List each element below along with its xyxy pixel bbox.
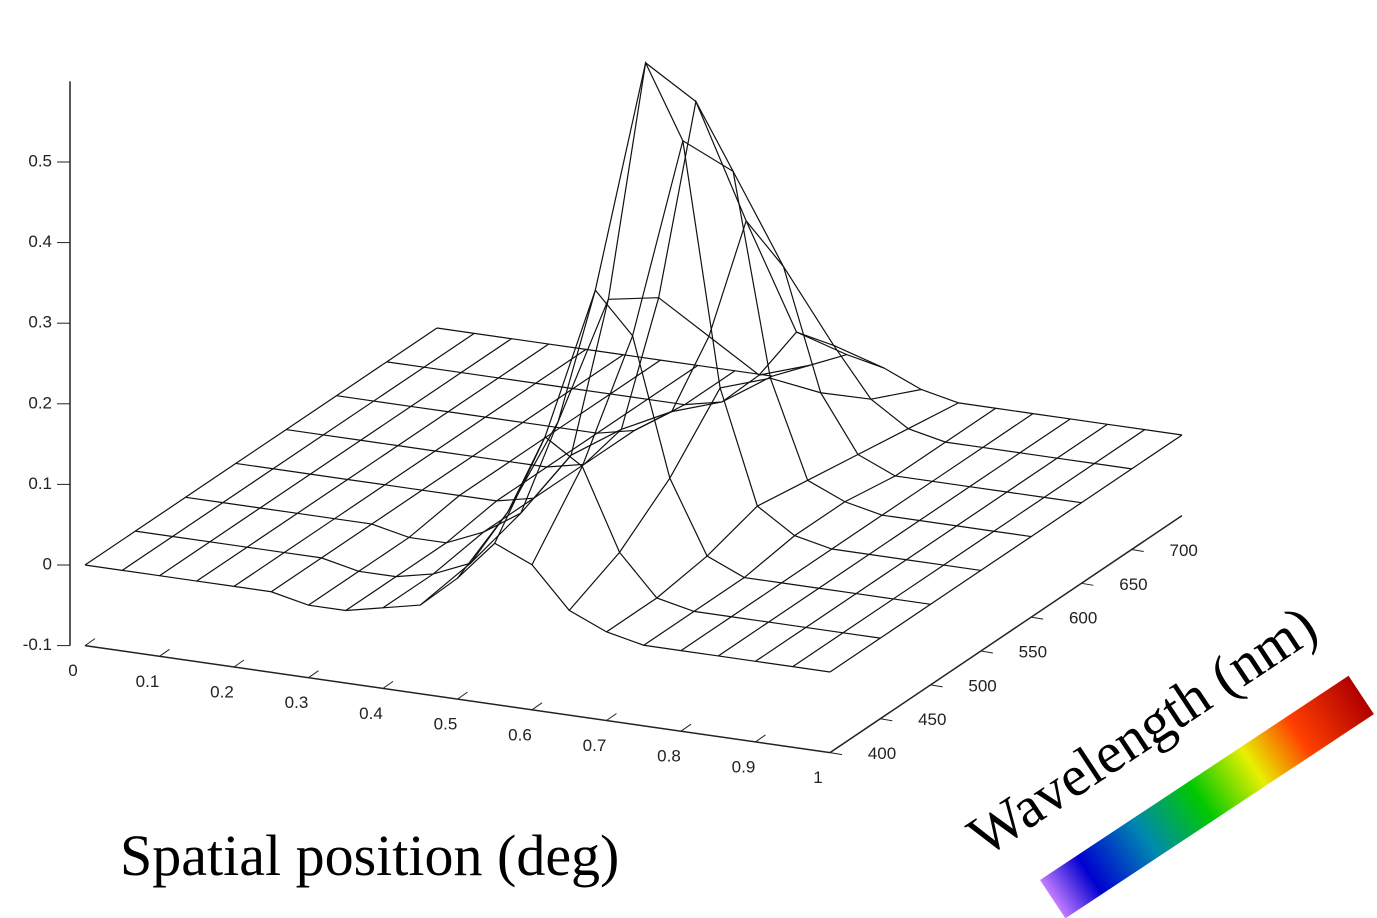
x-tick	[84, 638, 96, 647]
surface-row	[336, 219, 1082, 504]
x-tick	[680, 723, 692, 732]
y-tick-label: 550	[1019, 643, 1047, 662]
z-tick-label: 0.2	[28, 393, 52, 412]
y-axis	[829, 514, 1183, 754]
x-tick-label: 0.6	[508, 725, 532, 744]
surface-column	[159, 338, 512, 577]
x-tick-label: 0.8	[657, 747, 681, 766]
surface-row	[135, 435, 881, 639]
spectrum-bar	[1040, 675, 1374, 918]
surface-column	[717, 418, 1071, 657]
surface-column	[345, 364, 699, 612]
surface-row	[235, 60, 981, 572]
x-tick	[233, 659, 245, 668]
surface-column	[792, 429, 1146, 668]
y-tick-label: 700	[1170, 541, 1198, 560]
x-tick	[308, 670, 319, 679]
y-tick-label: 650	[1119, 575, 1147, 594]
x-axis-label: Spatial position (deg)	[120, 823, 619, 888]
x-tick	[606, 713, 617, 721]
z-tick-label: 0.4	[28, 232, 52, 251]
y-tick-label: 500	[968, 676, 996, 695]
x-tick-label: 0.2	[210, 682, 234, 701]
surface-column	[755, 423, 1108, 662]
x-tick-label: 0.1	[136, 672, 160, 691]
y-tick	[1131, 548, 1144, 552]
z-tick-label: 0.3	[28, 313, 52, 332]
surface-column	[233, 348, 587, 587]
x-tick	[755, 734, 766, 743]
y-tick	[1081, 582, 1094, 586]
surface-column	[270, 354, 624, 593]
surface-column	[382, 370, 736, 609]
spectrum-gradient	[1040, 675, 1374, 918]
y-tick	[1031, 616, 1044, 620]
y-tick	[930, 684, 943, 688]
y-tick-label: 600	[1069, 609, 1097, 628]
z-tick-label: 0	[43, 554, 52, 573]
surface-column	[680, 413, 1034, 652]
x-tick-label: 0.7	[583, 736, 607, 755]
y-tick	[880, 718, 893, 722]
x-tick	[159, 648, 170, 657]
y-tick	[829, 752, 843, 756]
z-tick-label: -0.1	[23, 635, 52, 654]
surface-column	[121, 332, 475, 571]
x-tick	[457, 691, 468, 700]
surface-column	[606, 402, 959, 633]
x-tick	[382, 680, 394, 689]
x-tick-label: 0.9	[732, 757, 756, 776]
surface-row	[286, 99, 1032, 538]
x-tick-label: 0	[68, 661, 77, 680]
z-tick-label: 0.1	[28, 474, 52, 493]
y-tick-label: 450	[918, 710, 946, 729]
y-tick-label: 400	[868, 744, 896, 763]
surface-column	[568, 377, 922, 611]
surface-column	[308, 359, 661, 606]
surface-column	[196, 343, 550, 582]
x-tick-label: 1	[813, 768, 822, 787]
surface-column	[419, 375, 773, 606]
surface-column	[531, 139, 885, 565]
x-tick	[829, 745, 841, 754]
surface-row	[386, 331, 1132, 470]
x-tick-label: 0.4	[359, 704, 383, 723]
x-tick-label: 0.5	[434, 715, 458, 734]
x-tick	[531, 702, 543, 711]
surface-column	[494, 61, 847, 544]
surface-column	[84, 327, 438, 566]
surface-column	[829, 434, 1183, 673]
x-tick-label: 0.3	[285, 693, 309, 712]
surface-column	[643, 407, 997, 646]
y-tick	[980, 650, 993, 654]
z-tick-label: 0.5	[28, 151, 52, 170]
